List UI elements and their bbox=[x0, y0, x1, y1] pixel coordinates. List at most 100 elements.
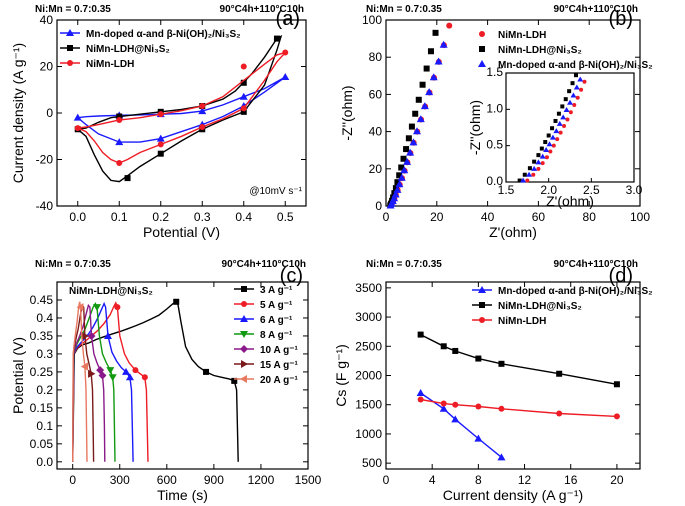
legend-marker bbox=[241, 360, 248, 368]
plot-frame bbox=[56, 281, 309, 470]
data-point bbox=[240, 63, 247, 70]
header-right: 90°C4h+110°C10h bbox=[554, 4, 638, 15]
x-tick-label: 20 bbox=[610, 473, 624, 487]
inset-data-point bbox=[553, 128, 560, 134]
y-tick-label: 2000 bbox=[355, 369, 382, 383]
y-tick-label: 0.1 bbox=[36, 419, 53, 433]
inset-data-point bbox=[539, 146, 544, 151]
series-0 bbox=[416, 389, 506, 461]
data-point bbox=[434, 57, 443, 65]
series-3 bbox=[72, 302, 117, 462]
data-point bbox=[432, 29, 439, 36]
y-tick-label: 0.4 bbox=[36, 311, 53, 325]
legend-label: Mn-doped α-and β-Ni(OH)₂/Ni₃S₂ bbox=[498, 286, 653, 297]
y-tick-label: 0.3 bbox=[36, 347, 53, 361]
data-point bbox=[240, 108, 247, 115]
y-axis-label: Current density (A g⁻¹) bbox=[10, 43, 26, 183]
data-point bbox=[108, 374, 117, 382]
x-tick-label: 0.3 bbox=[194, 210, 211, 224]
data-point bbox=[416, 115, 425, 123]
inset-data-point bbox=[553, 118, 558, 123]
chart-title: NiMn-LDH@Ni₃S₂ bbox=[69, 286, 153, 297]
inset-series-2 bbox=[520, 76, 584, 183]
y-tick-label: -40 bbox=[36, 199, 54, 213]
inset-data-point bbox=[517, 178, 522, 183]
data-point bbox=[416, 389, 425, 397]
data-point bbox=[73, 113, 82, 121]
x-tick-label: 4 bbox=[429, 473, 436, 487]
y-tick-label: 0.0 bbox=[36, 455, 53, 469]
series-line bbox=[420, 392, 502, 458]
x-tick-label: 100 bbox=[630, 210, 650, 224]
data-point bbox=[157, 111, 164, 118]
x-tick-label: 0.4 bbox=[235, 210, 252, 224]
data-point bbox=[474, 434, 483, 442]
x-tick-label: 40 bbox=[481, 210, 495, 224]
inset-data-point bbox=[543, 140, 548, 145]
y-tick-label: 0.2 bbox=[36, 383, 53, 397]
data-point bbox=[157, 150, 164, 157]
series-2 bbox=[74, 49, 289, 166]
data-point bbox=[403, 146, 410, 153]
header-left: Ni:Mn = 0.7:0.35 bbox=[366, 4, 442, 15]
x-tick-label: 0 bbox=[383, 473, 390, 487]
x-tick-label: 20 bbox=[430, 210, 444, 224]
inset-data-point bbox=[572, 102, 577, 107]
inset-data-point bbox=[558, 130, 563, 135]
data-point bbox=[440, 400, 447, 407]
legend-label: 6 A g⁻¹ bbox=[260, 315, 293, 326]
inset-data-point bbox=[579, 87, 584, 92]
y-axis-label: Cs (F g⁻¹) bbox=[333, 344, 349, 407]
data-point bbox=[420, 102, 429, 110]
data-point bbox=[412, 110, 419, 117]
x-tick-label: 16 bbox=[564, 473, 578, 487]
header-right: 90°C4h+110°C10h bbox=[222, 259, 306, 270]
series-1 bbox=[387, 29, 439, 209]
data-point bbox=[498, 360, 505, 367]
data-point bbox=[406, 148, 415, 156]
series-0 bbox=[72, 298, 239, 462]
inset-data-point bbox=[548, 149, 553, 154]
data-point bbox=[396, 172, 403, 179]
header-left: Ni:Mn = 0.7:0.35 bbox=[35, 4, 111, 15]
inset-data-point bbox=[546, 133, 551, 138]
data-point bbox=[393, 185, 402, 193]
y-tick-label: 0 bbox=[46, 106, 53, 120]
data-point bbox=[613, 413, 620, 420]
legend-label: 10 A g⁻¹ bbox=[260, 345, 299, 356]
data-point bbox=[76, 303, 84, 312]
series-1 bbox=[417, 331, 620, 388]
inset-plot: 1.5 2.0 2.5 3.0 0.0 0.5 1.0 1.5 Z'(ohm) -Z''(ohm) bbox=[467, 65, 643, 209]
x-tick-label: 12 bbox=[518, 473, 532, 487]
x-tick-label: 0.5 bbox=[277, 210, 294, 224]
y-tick-label: 40 bbox=[369, 125, 383, 139]
data-point bbox=[141, 374, 148, 381]
data-point bbox=[417, 396, 424, 403]
legend-marker bbox=[240, 375, 247, 383]
data-point bbox=[425, 88, 434, 96]
data-point bbox=[106, 367, 115, 375]
x-tick-label: 80 bbox=[583, 210, 597, 224]
data-point bbox=[116, 113, 123, 120]
x-tick-label: 600 bbox=[157, 473, 177, 487]
data-point bbox=[475, 403, 482, 410]
y-tick-label: 40 bbox=[40, 13, 54, 27]
legend-marker bbox=[478, 286, 486, 293]
series-6 bbox=[72, 301, 88, 462]
header-left: Ni:Mn = 0.7:0.35 bbox=[35, 259, 111, 270]
series-line bbox=[420, 333, 618, 385]
inset-data-point bbox=[570, 92, 577, 98]
x-tick-label: 60 bbox=[532, 210, 546, 224]
data-point bbox=[451, 415, 460, 423]
y-tick-label: 0.25 bbox=[30, 365, 54, 379]
y-axis-label: -Z''(ohm) bbox=[339, 85, 355, 140]
panel-label: (c) bbox=[280, 265, 303, 287]
data-point bbox=[440, 343, 447, 350]
x-axis-label: Time (s) bbox=[157, 487, 208, 503]
data-point bbox=[198, 107, 207, 115]
data-point bbox=[115, 138, 124, 146]
data-point bbox=[116, 116, 123, 123]
legend-marker bbox=[66, 29, 74, 36]
data-point bbox=[409, 138, 418, 146]
data-point bbox=[103, 331, 112, 339]
